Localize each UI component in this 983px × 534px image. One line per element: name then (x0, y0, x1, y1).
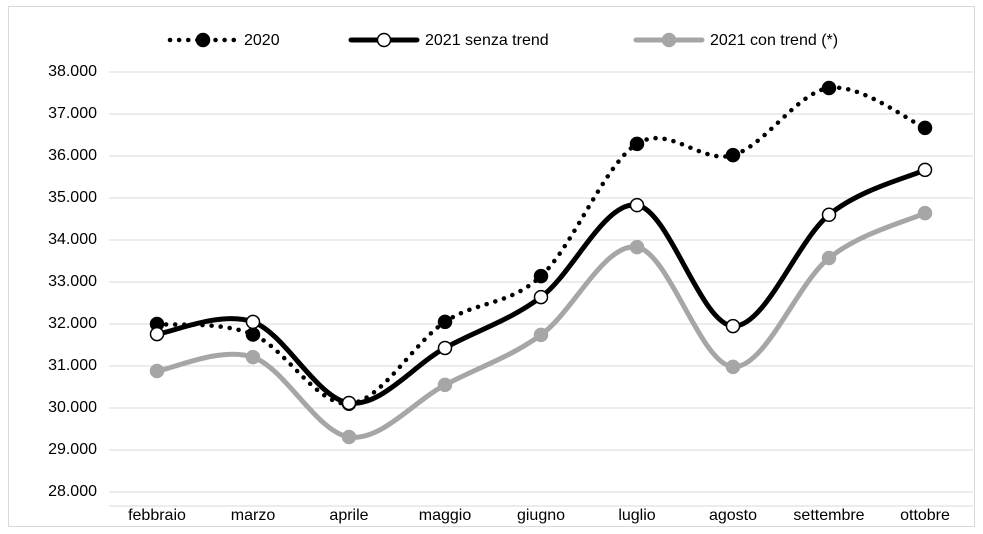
legend-marker (661, 32, 677, 48)
series-line (154, 210, 928, 440)
y-tick-label: 30.000 (48, 399, 97, 416)
legend-label: 2020 (244, 32, 280, 49)
data-point (437, 314, 453, 330)
x-tick-label: settembre (793, 507, 864, 524)
data-point (917, 120, 933, 136)
data-point (245, 314, 261, 330)
x-tick-label: giugno (517, 507, 565, 524)
data-point (917, 205, 933, 221)
data-point (821, 250, 837, 266)
y-tick-label: 34.000 (48, 231, 97, 248)
data-point (437, 377, 453, 393)
data-point (629, 197, 645, 213)
data-point (533, 327, 549, 343)
series-line (154, 85, 928, 407)
data-point (629, 136, 645, 152)
data-point (725, 359, 741, 375)
data-point (917, 162, 933, 178)
y-tick-label: 33.000 (48, 273, 97, 290)
x-tick-label: marzo (231, 507, 276, 524)
data-point (341, 395, 357, 411)
data-point (341, 429, 357, 445)
data-point (629, 239, 645, 255)
x-tick-label: febbraio (128, 507, 186, 524)
legend-marker (376, 32, 392, 48)
legend-marker (195, 32, 211, 48)
x-tick-label: luglio (618, 507, 655, 524)
data-point (533, 289, 549, 305)
legend-label: 2021 con trend (*) (710, 32, 838, 49)
y-tick-label: 36.000 (48, 147, 97, 164)
data-point (533, 268, 549, 284)
x-tick-label: maggio (419, 507, 472, 524)
data-point (245, 349, 261, 365)
legend-label: 2021 senza trend (425, 32, 549, 49)
y-tick-label: 37.000 (48, 105, 97, 122)
y-tick-label: 28.000 (48, 483, 97, 500)
data-point (725, 318, 741, 334)
data-point (245, 327, 261, 342)
x-tick-label: agosto (709, 507, 757, 524)
y-tick-label: 29.000 (48, 441, 97, 458)
y-tick-label: 32.000 (48, 315, 97, 332)
data-point (437, 340, 453, 356)
data-point (821, 207, 837, 223)
data-point (149, 363, 165, 379)
series-line (154, 167, 928, 406)
y-tick-label: 38.000 (48, 63, 97, 80)
data-point (149, 326, 165, 342)
x-tick-label: aprile (329, 507, 368, 524)
data-point (821, 80, 837, 96)
x-tick-label: ottobre (900, 507, 950, 524)
y-tick-label: 35.000 (48, 189, 97, 206)
data-point (725, 147, 741, 163)
y-tick-label: 31.000 (48, 357, 97, 374)
